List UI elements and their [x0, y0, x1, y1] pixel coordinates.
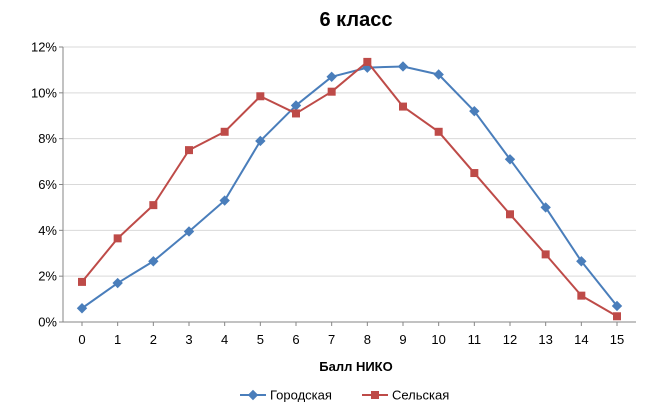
series-line-urban: [81, 65, 618, 310]
y-tick-label: 0%: [38, 315, 57, 330]
legend-label-urban: Городская: [270, 388, 332, 403]
data-point-urban: [469, 105, 480, 117]
x-tick-label: 4: [221, 332, 228, 347]
data-point-urban: [255, 135, 266, 147]
data-point-urban: [611, 300, 623, 312]
data-point-rural: [78, 277, 86, 286]
data-point-urban: [504, 154, 516, 165]
series-rural: [78, 57, 621, 321]
y-tick-label: 8%: [38, 131, 57, 146]
data-point-rural: [399, 102, 407, 111]
x-axis-tick-labels: 0 1 2 3 4 5 6 7 8 9 10 11 12 13 14 15: [78, 332, 624, 347]
data-point-rural: [220, 127, 229, 136]
data-point-urban: [433, 69, 444, 80]
data-point-urban: [576, 256, 587, 267]
data-point-rural: [470, 169, 479, 178]
data-series: [76, 57, 623, 321]
data-point-rural: [434, 127, 443, 136]
x-tick-label: 13: [538, 332, 552, 347]
data-point-rural: [113, 234, 122, 243]
y-tick-label: 6%: [38, 177, 57, 192]
legend-marker-urban: [247, 389, 259, 401]
y-tick-label: 12%: [31, 40, 57, 55]
data-point-rural: [327, 87, 336, 96]
x-tick-label: 10: [431, 332, 445, 347]
x-tick-label: 2: [150, 332, 157, 347]
data-point-urban: [326, 71, 337, 82]
data-point-urban: [540, 202, 551, 213]
data-point-urban: [219, 195, 230, 206]
axes: [59, 46, 636, 326]
y-tick-label: 10%: [31, 85, 57, 100]
x-tick-label: 14: [574, 332, 588, 347]
x-tick-label: 11: [468, 332, 482, 347]
data-point-urban: [112, 277, 123, 289]
data-point-rural: [541, 250, 550, 259]
data-point-rural: [506, 210, 514, 219]
x-tick-label: 15: [610, 332, 624, 347]
legend: Городская Сельская: [240, 388, 449, 403]
x-tick-label: 8: [364, 332, 371, 347]
data-point-urban: [148, 256, 159, 267]
legend-label-rural: Сельская: [392, 388, 449, 403]
data-point-rural: [363, 57, 372, 66]
data-point-rural: [185, 146, 193, 155]
x-tick-label: 1: [114, 332, 121, 347]
data-point-urban: [76, 303, 88, 314]
x-tick-label: 12: [503, 332, 517, 347]
x-tick-label: 9: [399, 332, 406, 347]
x-tick-label: 0: [78, 332, 85, 347]
data-point-rural: [149, 201, 158, 210]
series-urban: [76, 61, 623, 314]
y-axis-tick-labels: 0% 2% 4% 6% 8% 10% 12%: [31, 40, 57, 330]
x-tick-label: 6: [292, 332, 299, 347]
x-tick-label: 3: [185, 332, 192, 347]
y-tick-label: 2%: [38, 269, 57, 284]
legend-item-rural: Сельская: [362, 388, 449, 403]
chart-title: 6 класс: [319, 9, 392, 31]
x-axis-label: Балл НИКО: [319, 359, 392, 374]
legend-marker-rural: [371, 391, 379, 399]
legend-item-urban: Городская: [240, 388, 332, 403]
grid-lines: [63, 46, 636, 277]
series-line-rural: [81, 60, 618, 318]
data-point-urban: [183, 226, 195, 237]
x-tick-label: 5: [257, 332, 264, 347]
data-point-rural: [292, 109, 300, 118]
x-tick-label: 7: [328, 332, 335, 347]
data-point-rural: [256, 92, 265, 101]
data-point-rural: [577, 291, 586, 300]
y-tick-label: 4%: [38, 223, 57, 238]
data-point-urban: [397, 61, 409, 72]
data-point-rural: [613, 312, 621, 321]
